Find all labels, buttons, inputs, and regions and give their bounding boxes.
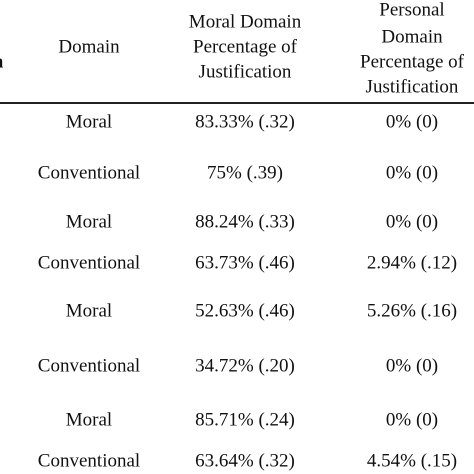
table-cell: 0% (0) (385, 162, 439, 184)
table-cell: Conventional (37, 162, 141, 184)
header-cell: Moral Domain (188, 11, 302, 33)
table-cell: Moral (65, 111, 113, 133)
header-cell: Domain (58, 36, 120, 58)
table-cell: 0% (0) (385, 409, 439, 431)
table-cell: 34.72% (.20) (195, 355, 295, 377)
table-cell: 5.26% (.16) (366, 300, 458, 322)
table-cell: 83.33% (.32) (195, 111, 295, 133)
table-cell: Conventional (37, 355, 141, 377)
header-cell: Justification (365, 76, 459, 98)
table-cell: 52.63% (.46) (195, 300, 295, 322)
header-cell: Domain (381, 26, 443, 48)
table-cell: 85.71% (.24) (195, 409, 295, 431)
table-cell: 63.64% (.32) (195, 450, 295, 472)
table-cell: 88.24% (.33) (195, 211, 295, 233)
header-rule (0, 102, 474, 104)
header-cell: Percentage of (360, 51, 464, 73)
table-cell: 0% (0) (385, 211, 439, 233)
table-cell: Conventional (37, 450, 141, 472)
table-cell: Moral (65, 300, 113, 322)
table-cell: 2.94% (.12) (366, 252, 458, 274)
table-cell: Moral (65, 211, 113, 233)
table-cell: Conventional (37, 252, 141, 274)
header-cell: Justification (198, 61, 292, 83)
header-cell: Personal (379, 0, 445, 21)
header-cell: n (0, 53, 3, 72)
header-cell: Percentage of (193, 36, 297, 58)
table-cell: Moral (65, 409, 113, 431)
table-cell: 4.54% (.15) (366, 450, 458, 472)
table-cell: 0% (0) (385, 111, 439, 133)
table-cell: 75% (.39) (207, 162, 283, 184)
table-cell: 63.73% (.46) (195, 252, 295, 274)
table-cell: 0% (0) (385, 355, 439, 377)
